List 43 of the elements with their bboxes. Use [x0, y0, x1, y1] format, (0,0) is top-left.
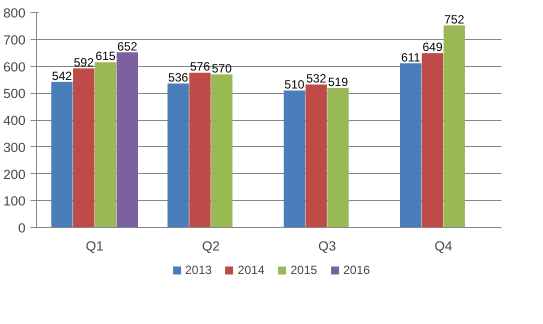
data-label: 542 [52, 68, 72, 83]
y-tick-label: 600 [3, 59, 26, 74]
data-label: 570 [212, 61, 232, 76]
x-tick-label: Q3 [318, 238, 336, 254]
bar [400, 63, 422, 228]
y-tick-label: 800 [3, 6, 26, 20]
data-label: 592 [74, 55, 94, 70]
data-label: 615 [96, 49, 116, 64]
x-tick-label: Q2 [202, 238, 220, 254]
bar [327, 88, 349, 228]
y-tick-label: 100 [3, 194, 26, 209]
y-tick-label: 700 [3, 32, 26, 48]
bar [189, 72, 211, 228]
data-label: 752 [444, 12, 465, 26]
data-label: 536 [168, 70, 189, 84]
bar [422, 53, 444, 228]
x-tick-label: Q1 [86, 238, 104, 254]
bar [116, 52, 138, 228]
y-tick-label: 200 [3, 166, 26, 182]
data-label: 510 [284, 77, 305, 92]
bar [306, 84, 327, 228]
x-tick-label: Q4 [434, 238, 453, 254]
bar [444, 25, 465, 228]
y-tick-label: 500 [3, 86, 26, 102]
data-label: 576 [190, 60, 210, 74]
y-tick-label: 0 [18, 220, 26, 236]
bar [211, 74, 232, 228]
data-label: 519 [328, 75, 348, 90]
bar [51, 82, 73, 228]
y-tick-label: 400 [3, 113, 26, 128]
legend-label: 2015 [290, 263, 318, 277]
bar [168, 83, 189, 228]
data-label: 652 [117, 39, 138, 54]
y-tick-label: 300 [3, 140, 26, 155]
data-label: 649 [422, 40, 443, 54]
legend-label: 2013 [185, 263, 212, 277]
legend-label: 2014 [238, 263, 264, 277]
data-label: 611 [401, 50, 421, 64]
bar [73, 68, 94, 228]
bar [94, 62, 116, 228]
legend-label: 2016 [343, 263, 370, 277]
bar [284, 90, 306, 228]
data-label: 532 [306, 72, 327, 86]
